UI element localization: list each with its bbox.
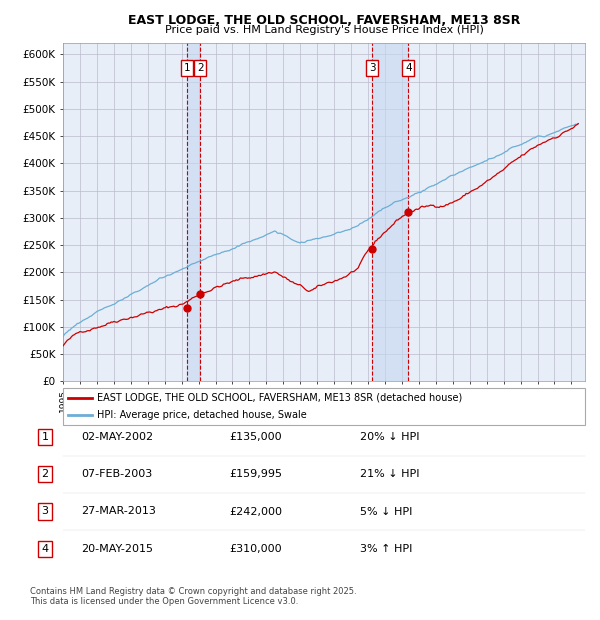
Text: 20% ↓ HPI: 20% ↓ HPI: [360, 432, 419, 442]
Bar: [187, 43, 200, 381]
Text: 3: 3: [369, 63, 376, 73]
Text: This data is licensed under the Open Government Licence v3.0.: This data is licensed under the Open Gov…: [30, 597, 298, 606]
Bar: [372, 43, 409, 381]
Text: 20-MAY-2015: 20-MAY-2015: [81, 544, 153, 554]
Text: 3% ↑ HPI: 3% ↑ HPI: [360, 544, 412, 554]
Text: Contains HM Land Registry data © Crown copyright and database right 2025.: Contains HM Land Registry data © Crown c…: [30, 587, 356, 596]
Text: HPI: Average price, detached house, Swale: HPI: Average price, detached house, Swal…: [97, 410, 307, 420]
Text: EAST LODGE, THE OLD SCHOOL, FAVERSHAM, ME13 8SR (detached house): EAST LODGE, THE OLD SCHOOL, FAVERSHAM, M…: [97, 393, 462, 403]
Text: 07-FEB-2003: 07-FEB-2003: [81, 469, 152, 479]
Text: 5% ↓ HPI: 5% ↓ HPI: [360, 507, 412, 516]
Text: £135,000: £135,000: [229, 432, 282, 442]
Text: £159,995: £159,995: [229, 469, 282, 479]
Text: EAST LODGE, THE OLD SCHOOL, FAVERSHAM, ME13 8SR: EAST LODGE, THE OLD SCHOOL, FAVERSHAM, M…: [128, 14, 520, 27]
Text: 27-MAR-2013: 27-MAR-2013: [81, 507, 156, 516]
Text: 1: 1: [184, 63, 191, 73]
Text: 4: 4: [405, 63, 412, 73]
Text: Price paid vs. HM Land Registry's House Price Index (HPI): Price paid vs. HM Land Registry's House …: [164, 25, 484, 35]
Text: 1: 1: [41, 432, 49, 442]
Text: 3: 3: [41, 507, 49, 516]
Text: 2: 2: [197, 63, 203, 73]
Text: 02-MAY-2002: 02-MAY-2002: [81, 432, 153, 442]
Text: £310,000: £310,000: [229, 544, 282, 554]
Text: £242,000: £242,000: [229, 507, 282, 516]
Text: 4: 4: [41, 544, 49, 554]
Text: 21% ↓ HPI: 21% ↓ HPI: [360, 469, 419, 479]
FancyBboxPatch shape: [63, 388, 585, 425]
Text: 2: 2: [41, 469, 49, 479]
